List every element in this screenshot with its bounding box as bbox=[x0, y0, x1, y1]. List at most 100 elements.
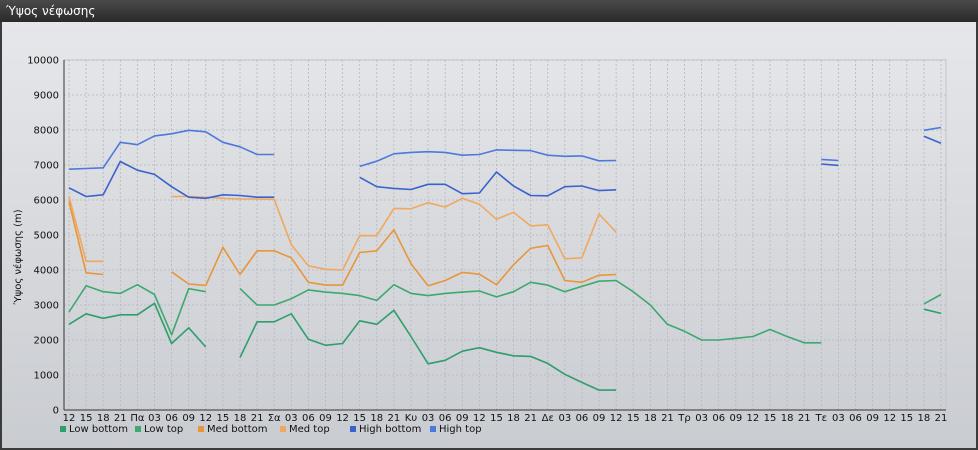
x-tick-label: 03 bbox=[832, 413, 845, 424]
legend-swatch bbox=[60, 426, 66, 432]
x-tick-label: 12 bbox=[610, 413, 623, 424]
series-line-high-bottom bbox=[359, 171, 617, 197]
x-tick-label: 06 bbox=[165, 413, 178, 424]
x-tick-label: 03 bbox=[148, 413, 161, 424]
series-line-high-bottom bbox=[68, 160, 275, 200]
y-tick-label: 4000 bbox=[34, 266, 59, 277]
series-line-med-top bbox=[171, 195, 617, 271]
x-tick-label: 15 bbox=[353, 413, 366, 424]
x-tick-label: 21 bbox=[935, 413, 948, 424]
series-line-low-bottom bbox=[923, 308, 942, 315]
series-line-med-bottom bbox=[171, 229, 617, 287]
series-line-low-top bbox=[68, 283, 206, 336]
legend-item-label: Low top bbox=[144, 424, 183, 435]
x-tick-label: 15 bbox=[900, 413, 913, 424]
x-tick-label: 06 bbox=[439, 413, 452, 424]
legend-swatch bbox=[350, 426, 356, 432]
x-tick-label: 09 bbox=[866, 413, 879, 424]
legend-item-label: Med bottom bbox=[207, 424, 267, 435]
x-tick-label: 09 bbox=[182, 413, 195, 424]
cloud-height-chart: 0 1000 2000 3000 4000 5000 6000 7000 8000 9000 100… bbox=[12, 56, 948, 436]
chart-panel: 0 1000 2000 3000 4000 5000 6000 7000 8000 9000 100… bbox=[2, 22, 976, 448]
x-tick-label: 03 bbox=[422, 413, 435, 424]
x-tick-label: 12 bbox=[747, 413, 760, 424]
series-line-low-bottom bbox=[68, 302, 207, 348]
y-tick-label: 1000 bbox=[34, 371, 59, 382]
x-tick-label: 09 bbox=[593, 413, 606, 424]
x-tick-label: 06 bbox=[576, 413, 589, 424]
x-tick-label: 18 bbox=[234, 413, 247, 424]
series-line-high-top bbox=[821, 158, 839, 162]
series-line-med-bottom bbox=[68, 201, 104, 276]
y-axis-label: Ύψος νέφωσης (m) bbox=[12, 209, 24, 305]
x-tick-label: 18 bbox=[781, 413, 794, 424]
y-tick-label: 7000 bbox=[34, 161, 59, 172]
x-tick-label: 03 bbox=[285, 413, 298, 424]
x-tick-label: 21 bbox=[524, 413, 537, 424]
legend-item-label: High top bbox=[439, 424, 482, 435]
y-tick-label: 3000 bbox=[34, 301, 59, 312]
y-tick-labels: 0 1000 2000 3000 4000 5000 6000 7000 8000 9000 100… bbox=[27, 56, 59, 417]
legend-swatch bbox=[280, 426, 286, 432]
x-tick-label: 12 bbox=[199, 413, 212, 424]
x-tick-label: Δε bbox=[542, 413, 554, 424]
series-lines bbox=[68, 126, 942, 391]
x-tick-label: 21 bbox=[798, 413, 811, 424]
y-tick-label: 10000 bbox=[27, 56, 59, 67]
x-tick-label: 12 bbox=[336, 413, 349, 424]
x-tick-label: 09 bbox=[729, 413, 742, 424]
x-tick-label: 21 bbox=[251, 413, 264, 424]
series-line-low-top bbox=[923, 293, 942, 305]
x-tick-label: 12 bbox=[63, 413, 76, 424]
y-tick-label: 6000 bbox=[34, 196, 59, 207]
x-tick-label: 12 bbox=[883, 413, 896, 424]
series-line-high-top bbox=[359, 149, 617, 168]
series-line-high-top bbox=[68, 129, 275, 170]
x-tick-label: 06 bbox=[849, 413, 862, 424]
y-tick-label: 8000 bbox=[34, 126, 59, 137]
x-tick-label: 06 bbox=[712, 413, 725, 424]
x-tick-label: 21 bbox=[114, 413, 127, 424]
x-tick-label: 12 bbox=[473, 413, 486, 424]
series-line-med-top bbox=[68, 196, 104, 263]
x-tick-label: Κυ bbox=[405, 413, 418, 424]
x-tick-labels: 12 15 18 21 Πα 03 06 09 12 15 18 21 Σα 03 06 09 12 15 18 21… bbox=[63, 413, 948, 424]
x-tick-label: 15 bbox=[490, 413, 503, 424]
x-tick-label: 03 bbox=[695, 413, 708, 424]
x-tick-label: 06 bbox=[302, 413, 315, 424]
x-tick-label: 21 bbox=[661, 413, 674, 424]
y-tick-label: 0 bbox=[53, 406, 59, 417]
x-tick-label: Τε bbox=[815, 413, 828, 424]
series-line-low-top bbox=[239, 279, 822, 344]
x-tick-label: 18 bbox=[918, 413, 931, 424]
legend-item-label: Med top bbox=[289, 424, 330, 435]
series-line-high-bottom bbox=[923, 135, 942, 145]
x-tick-label: 15 bbox=[217, 413, 230, 424]
legend: Low bottom Low top Med bottom Med top High b… bbox=[60, 424, 482, 435]
legend-item-label: High bottom bbox=[359, 424, 421, 435]
y-tick-label: 5000 bbox=[34, 231, 59, 242]
x-tick-label: 18 bbox=[370, 413, 383, 424]
y-tick-label: 9000 bbox=[34, 91, 59, 102]
x-tick-label: Τρ bbox=[677, 413, 690, 424]
grid-lines bbox=[63, 59, 947, 411]
legend-swatch bbox=[430, 426, 436, 432]
x-tick-label: 09 bbox=[456, 413, 469, 424]
x-tick-label: 09 bbox=[319, 413, 332, 424]
x-tick-label: 18 bbox=[644, 413, 657, 424]
axes bbox=[63, 60, 946, 411]
x-tick-label: 03 bbox=[558, 413, 571, 424]
legend-swatch bbox=[135, 426, 141, 432]
series-line-low-bottom bbox=[239, 309, 617, 391]
x-tick-label: 15 bbox=[764, 413, 777, 424]
y-tick-label: 2000 bbox=[34, 336, 59, 347]
x-tick-label: Σα bbox=[268, 413, 281, 424]
series-line-high-bottom bbox=[821, 163, 839, 167]
window-title: Ύψος νέφωσης bbox=[0, 0, 978, 22]
x-tick-label: 18 bbox=[507, 413, 520, 424]
x-tick-label: 15 bbox=[627, 413, 640, 424]
legend-item-label: Low bottom bbox=[69, 424, 128, 435]
x-tick-label: 18 bbox=[97, 413, 110, 424]
series-line-high-top bbox=[923, 126, 942, 132]
